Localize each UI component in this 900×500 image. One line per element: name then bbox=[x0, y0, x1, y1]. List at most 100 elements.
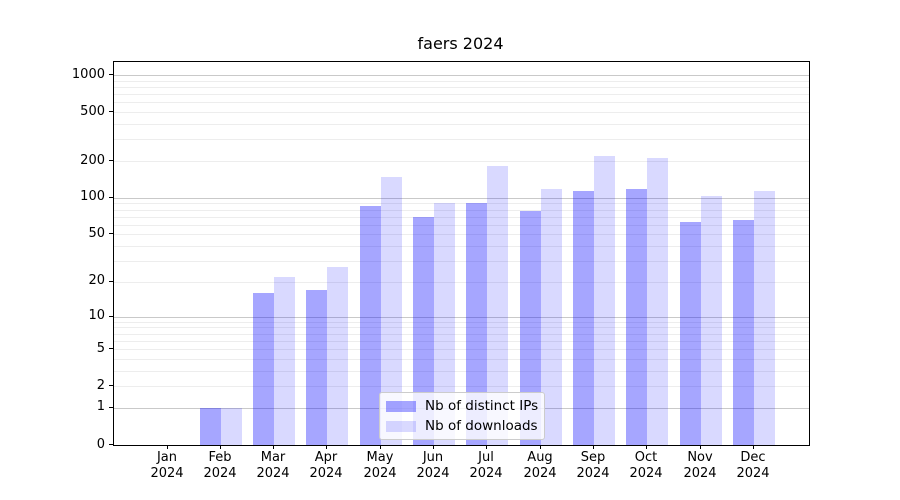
y-tick-mark bbox=[109, 233, 113, 234]
y-tick-label: 1000 bbox=[71, 67, 105, 82]
x-tick-label: Nov 2024 bbox=[683, 450, 717, 481]
bar-downloads-nov bbox=[701, 196, 722, 445]
y-tick-label: 10 bbox=[88, 308, 105, 323]
bar-distinct-ips-may bbox=[360, 206, 381, 445]
y-tick-mark bbox=[109, 444, 113, 445]
y-tick-label: 5 bbox=[96, 341, 105, 356]
bar-downloads-feb bbox=[221, 408, 242, 445]
x-tick-label: Jul 2024 bbox=[469, 450, 503, 481]
gridline-minor bbox=[114, 334, 809, 335]
y-tick-mark bbox=[109, 160, 113, 161]
bar-downloads-mar bbox=[274, 277, 295, 445]
bar-downloads-oct bbox=[647, 158, 668, 445]
x-tick-label: Jan 2024 bbox=[150, 450, 184, 481]
y-tick-mark bbox=[109, 316, 113, 317]
gridline-minor bbox=[114, 327, 809, 328]
x-tick-mark bbox=[700, 445, 701, 449]
y-tick-label: 0 bbox=[96, 437, 105, 452]
bar-distinct-ips-oct bbox=[626, 189, 647, 445]
x-tick-label: May 2024 bbox=[363, 450, 397, 481]
gridline-minor bbox=[114, 386, 809, 387]
gridline-minor bbox=[114, 359, 809, 360]
gridline-minor bbox=[114, 234, 809, 235]
y-tick-mark bbox=[109, 281, 113, 282]
x-tick-label: Jun 2024 bbox=[416, 450, 450, 481]
gridline-major bbox=[114, 198, 809, 199]
bar-downloads-jun bbox=[434, 203, 455, 445]
x-tick-label: Mar 2024 bbox=[256, 450, 290, 481]
x-tick-mark bbox=[326, 445, 327, 449]
gridline-minor bbox=[114, 349, 809, 350]
bar-distinct-ips-dec bbox=[733, 220, 754, 445]
y-tick-label: 1 bbox=[96, 399, 105, 414]
legend-swatch-distinct-ips-icon bbox=[386, 400, 416, 412]
y-tick-mark bbox=[109, 197, 113, 198]
bar-distinct-ips-mar bbox=[253, 293, 274, 445]
y-tick-label: 2 bbox=[96, 378, 105, 393]
gridline-major bbox=[114, 317, 809, 318]
gridline-minor bbox=[114, 341, 809, 342]
gridline-minor bbox=[114, 203, 809, 204]
y-tick-label: 200 bbox=[80, 153, 105, 168]
gridline-minor bbox=[114, 225, 809, 226]
gridline-minor bbox=[114, 102, 809, 103]
x-tick-label: Sep 2024 bbox=[576, 450, 610, 481]
x-tick-label: Oct 2024 bbox=[629, 450, 663, 481]
gridline-minor bbox=[114, 322, 809, 323]
x-tick-mark bbox=[167, 445, 168, 449]
x-tick-mark bbox=[540, 445, 541, 449]
legend-item-distinct-ips: Nb of distinct IPs bbox=[386, 398, 539, 414]
x-tick-label: Apr 2024 bbox=[309, 450, 343, 481]
gridline-minor bbox=[114, 161, 809, 162]
y-tick-mark bbox=[109, 407, 113, 408]
gridline-minor bbox=[114, 124, 809, 125]
gridline-minor bbox=[114, 282, 809, 283]
y-tick-mark bbox=[109, 111, 113, 112]
legend-swatch-downloads-icon bbox=[386, 420, 416, 432]
gridline-minor bbox=[114, 87, 809, 88]
bar-distinct-ips-aug bbox=[520, 211, 541, 445]
x-tick-label: Feb 2024 bbox=[203, 450, 237, 481]
x-tick-label: Aug 2024 bbox=[523, 450, 557, 481]
legend-item-downloads: Nb of downloads bbox=[386, 418, 538, 434]
legend-label-distinct-ips: Nb of distinct IPs bbox=[425, 398, 539, 414]
y-tick-label: 100 bbox=[80, 189, 105, 204]
gridline-minor bbox=[114, 217, 809, 218]
legend-label-downloads: Nb of downloads bbox=[425, 418, 538, 434]
y-tick-mark bbox=[109, 348, 113, 349]
gridline-minor bbox=[114, 246, 809, 247]
y-tick-mark bbox=[109, 385, 113, 386]
bar-distinct-ips-jul bbox=[466, 203, 487, 445]
bar-distinct-ips-apr bbox=[306, 290, 327, 445]
bar-distinct-ips-nov bbox=[680, 222, 701, 445]
gridline-minor bbox=[114, 81, 809, 82]
bar-downloads-may bbox=[381, 177, 402, 445]
x-tick-mark bbox=[593, 445, 594, 449]
gridline-minor bbox=[114, 94, 809, 95]
x-tick-mark bbox=[220, 445, 221, 449]
x-tick-mark bbox=[646, 445, 647, 449]
x-tick-label: Dec 2024 bbox=[736, 450, 770, 481]
x-tick-mark bbox=[753, 445, 754, 449]
bar-distinct-ips-jun bbox=[413, 217, 434, 445]
gridline-minor bbox=[114, 261, 809, 262]
bar-downloads-aug bbox=[541, 189, 562, 445]
chart-title: faers 2024 bbox=[417, 34, 504, 53]
y-tick-label: 50 bbox=[88, 226, 105, 241]
bar-downloads-sep bbox=[594, 156, 615, 445]
y-tick-label: 20 bbox=[88, 273, 105, 288]
plot-area bbox=[113, 61, 810, 446]
gridline-minor bbox=[114, 112, 809, 113]
bar-downloads-dec bbox=[754, 191, 775, 445]
gridline-minor bbox=[114, 371, 809, 372]
legend: Nb of distinct IPs Nb of downloads bbox=[379, 392, 545, 440]
bar-downloads-jul bbox=[487, 166, 508, 445]
x-tick-mark bbox=[380, 445, 381, 449]
gridline-major bbox=[114, 75, 809, 76]
bar-downloads-apr bbox=[327, 267, 348, 445]
x-tick-mark bbox=[273, 445, 274, 449]
y-tick-label: 500 bbox=[80, 104, 105, 119]
gridline-minor bbox=[114, 139, 809, 140]
x-tick-mark bbox=[433, 445, 434, 449]
